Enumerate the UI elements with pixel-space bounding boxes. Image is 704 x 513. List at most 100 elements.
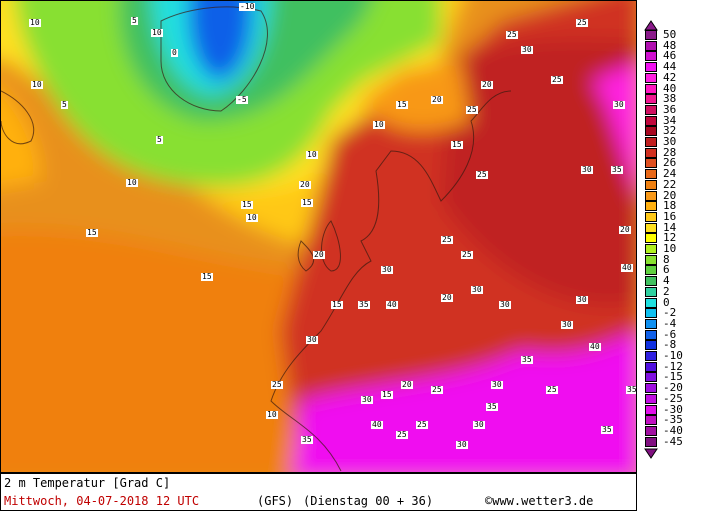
- temperature-label: 35: [486, 402, 498, 411]
- temperature-label: 30: [491, 380, 503, 389]
- legend-label: 48: [663, 38, 677, 52]
- legend-label: 26: [663, 156, 677, 170]
- temperature-label: 5: [156, 135, 163, 144]
- legend-label: -30: [663, 402, 683, 416]
- legend-swatch: [645, 158, 657, 169]
- legend-label: 28: [663, 145, 677, 159]
- legend-swatch: [645, 415, 657, 426]
- legend-swatch: [645, 211, 657, 222]
- temperature-label: 20: [481, 80, 493, 89]
- legend-label: 2: [663, 284, 670, 298]
- legend-swatch: [645, 297, 657, 308]
- temperature-label: 35: [626, 385, 637, 394]
- legend-label: 32: [663, 124, 677, 138]
- legend-swatch: [645, 265, 657, 276]
- temperature-label: 25: [271, 380, 283, 389]
- temperature-label: 10: [31, 80, 43, 89]
- temperature-label: 10: [29, 18, 41, 27]
- legend-swatch: [645, 169, 657, 180]
- legend-label: -35: [663, 413, 683, 427]
- legend-swatch: [645, 104, 657, 115]
- temperature-label: 10: [151, 28, 163, 37]
- legend-swatch: [645, 137, 657, 147]
- legend-label: 34: [663, 113, 677, 127]
- legend-label: -8: [663, 338, 677, 352]
- color-legend: 50 48 46 44 42 40 38 36 34 32 30 28 26 24 22 20 18 16 14 12…: [643, 20, 704, 460]
- temperature-label: 15: [396, 100, 408, 109]
- temperature-label: 25: [551, 75, 563, 84]
- legend-label: -25: [663, 391, 683, 405]
- temperature-label: 25: [461, 250, 473, 259]
- legend-swatch: [645, 147, 657, 158]
- legend-swatch: [645, 72, 657, 83]
- legend-label: 46: [663, 49, 677, 63]
- temperature-label: 20: [441, 293, 453, 302]
- temperature-label: 30: [361, 395, 373, 404]
- legend-label: 0: [663, 295, 670, 309]
- temperature-label: -5: [236, 95, 248, 104]
- legend-swatch: [645, 115, 657, 126]
- temperature-label: 40: [371, 420, 383, 429]
- parameter-title: 2 m Temperatur [Grad C]: [4, 476, 171, 490]
- legend-swatch: [645, 351, 657, 361]
- legend-swatch: [645, 340, 657, 351]
- legend-swatch: [645, 222, 657, 233]
- temperature-label: 25: [466, 105, 478, 114]
- legend-label: -45: [663, 434, 683, 448]
- legend-label: 50: [663, 28, 677, 41]
- temperature-label: 5: [61, 100, 68, 109]
- temperature-label: 30: [576, 295, 588, 304]
- temperature-label: 30: [471, 285, 483, 294]
- temperature-field: [1, 1, 636, 472]
- legend-swatch: [645, 329, 657, 340]
- temperature-label: 10: [306, 150, 318, 159]
- model-name: (GFS): [257, 494, 294, 508]
- temperature-label: 20: [401, 380, 413, 389]
- legend-swatch: [645, 383, 657, 394]
- temperature-label: 40: [386, 300, 398, 309]
- legend-top-arrow: [644, 20, 658, 31]
- legend-label: 4: [663, 274, 670, 288]
- temperature-label: 35: [601, 425, 613, 434]
- temperature-label: 10: [266, 410, 278, 419]
- temperature-label: 30: [561, 320, 573, 329]
- temperature-label: 25: [431, 385, 443, 394]
- temperature-label: 10: [246, 213, 258, 222]
- temperature-label: 35: [611, 165, 623, 174]
- legend-swatch: [645, 244, 657, 254]
- legend-label: -4: [663, 316, 677, 330]
- legend-swatch: [645, 372, 657, 383]
- temperature-label: -10: [239, 2, 256, 11]
- legend-label: 42: [663, 70, 677, 84]
- legend-label: 30: [663, 135, 677, 148]
- legend-label: -15: [663, 370, 683, 384]
- legend-label: 16: [663, 209, 677, 223]
- temperature-label: 30: [521, 45, 533, 54]
- temperature-label: 25: [441, 235, 453, 244]
- temperature-label: 30: [456, 440, 468, 449]
- legend-swatch: [645, 286, 657, 297]
- legend-label: 22: [663, 177, 677, 191]
- temperature-label: 20: [431, 95, 443, 104]
- copyright-link[interactable]: ©www.wetter3.de: [485, 494, 594, 508]
- legend-swatch: [645, 62, 657, 73]
- temperature-label: 25: [506, 30, 518, 39]
- legend-swatch: [645, 30, 657, 40]
- temperature-label: 10: [126, 178, 138, 187]
- temperature-label: 30: [381, 265, 393, 274]
- model-run: (Dienstag 00 + 36): [303, 494, 434, 508]
- legend-label: 20: [663, 188, 677, 202]
- legend-swatch: [645, 425, 657, 436]
- temperature-label: 25: [576, 18, 588, 27]
- temperature-label: 40: [621, 263, 633, 272]
- temperature-label: 35: [521, 355, 533, 364]
- legend-swatch: [645, 436, 657, 447]
- temperature-label: 15: [241, 200, 253, 209]
- legend-label: 12: [663, 231, 677, 245]
- temperature-label: 30: [499, 300, 511, 309]
- legend-swatch: [645, 233, 657, 244]
- temperature-label: 15: [451, 140, 463, 149]
- legend-swatch: [645, 83, 657, 94]
- legend-arrows: [644, 20, 658, 459]
- legend-swatch: [645, 51, 657, 62]
